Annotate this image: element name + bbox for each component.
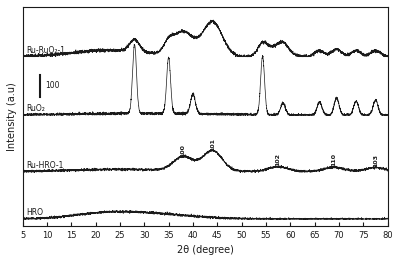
- Text: Ru-RuO₂-1: Ru-RuO₂-1: [26, 46, 65, 55]
- Text: 110: 110: [332, 153, 337, 166]
- Text: 102: 102: [276, 153, 281, 166]
- Y-axis label: Intensity (a.u): Intensity (a.u): [7, 82, 17, 151]
- Text: 100: 100: [45, 81, 60, 90]
- Text: RuO₂: RuO₂: [26, 105, 45, 113]
- Text: 101: 101: [210, 138, 215, 151]
- Text: HRO: HRO: [26, 208, 43, 217]
- Text: 103: 103: [373, 154, 378, 167]
- Text: 100: 100: [181, 144, 186, 157]
- Text: Ru-HRO-1: Ru-HRO-1: [26, 161, 64, 170]
- X-axis label: 2θ (degree): 2θ (degree): [177, 245, 234, 255]
